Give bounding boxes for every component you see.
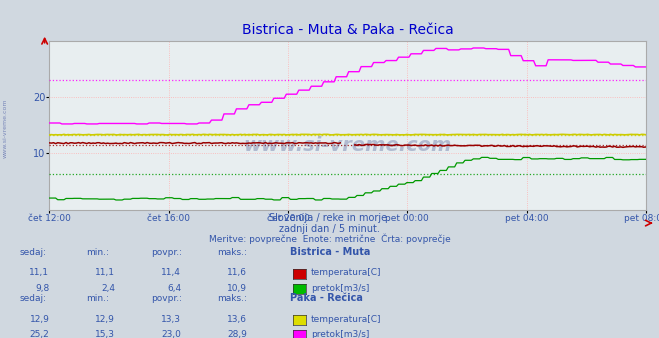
Text: povpr.:: povpr.: (152, 248, 183, 257)
Text: 13,6: 13,6 (227, 315, 247, 324)
Text: sedaj:: sedaj: (20, 248, 47, 257)
Title: Bistrica - Muta & Paka - Rečica: Bistrica - Muta & Paka - Rečica (242, 23, 453, 37)
Text: 6,4: 6,4 (167, 284, 181, 293)
Text: 11,1: 11,1 (30, 268, 49, 277)
Text: povpr.:: povpr.: (152, 294, 183, 304)
Text: 11,6: 11,6 (227, 268, 247, 277)
Text: temperatura[C]: temperatura[C] (311, 315, 382, 324)
Text: pretok[m3/s]: pretok[m3/s] (311, 284, 370, 293)
Text: maks.:: maks.: (217, 294, 247, 304)
Text: 23,0: 23,0 (161, 330, 181, 338)
Text: Slovenija / reke in morje.: Slovenija / reke in morje. (269, 213, 390, 223)
Text: 11,1: 11,1 (96, 268, 115, 277)
Text: 28,9: 28,9 (227, 330, 247, 338)
Text: Meritve: povprečne  Enote: metrične  Črta: povprečje: Meritve: povprečne Enote: metrične Črta:… (209, 233, 450, 244)
Text: www.si-vreme.com: www.si-vreme.com (243, 136, 452, 155)
Text: pretok[m3/s]: pretok[m3/s] (311, 330, 370, 338)
Text: Paka - Rečica: Paka - Rečica (290, 293, 363, 304)
Text: 12,9: 12,9 (30, 315, 49, 324)
Text: zadnji dan / 5 minut.: zadnji dan / 5 minut. (279, 223, 380, 234)
Text: min.:: min.: (86, 294, 109, 304)
Text: Bistrica - Muta: Bistrica - Muta (290, 247, 370, 257)
Text: 11,4: 11,4 (161, 268, 181, 277)
Text: 10,9: 10,9 (227, 284, 247, 293)
Text: 25,2: 25,2 (30, 330, 49, 338)
Text: maks.:: maks.: (217, 248, 247, 257)
Text: min.:: min.: (86, 248, 109, 257)
Text: www.si-vreme.com: www.si-vreme.com (3, 99, 8, 158)
Text: 13,3: 13,3 (161, 315, 181, 324)
Text: 2,4: 2,4 (101, 284, 115, 293)
Text: 12,9: 12,9 (96, 315, 115, 324)
Text: 9,8: 9,8 (35, 284, 49, 293)
Text: sedaj:: sedaj: (20, 294, 47, 304)
Text: 15,3: 15,3 (96, 330, 115, 338)
Text: temperatura[C]: temperatura[C] (311, 268, 382, 277)
